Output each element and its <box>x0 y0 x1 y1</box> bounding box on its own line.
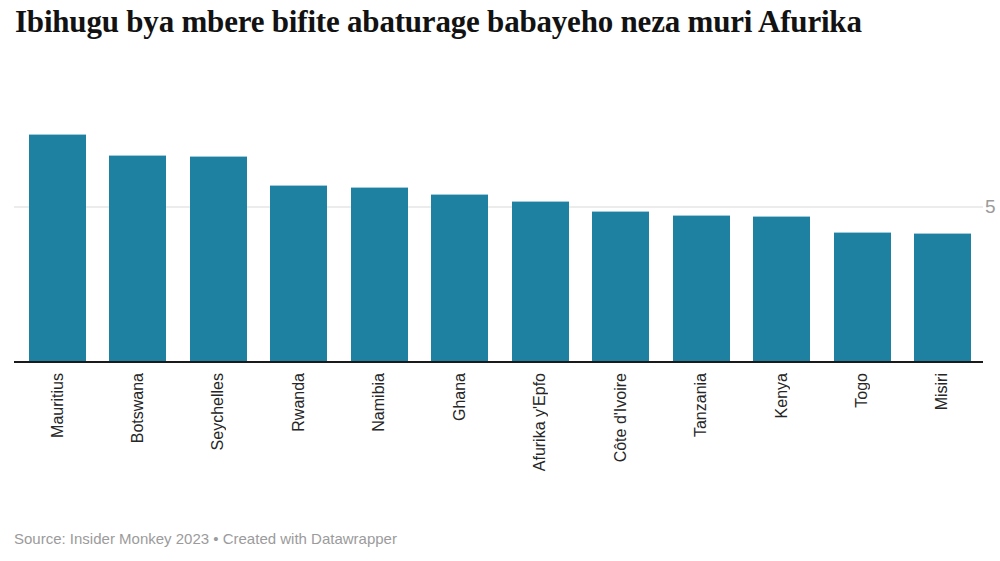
source-note: Source: Insider Monkey 2023 • Created wi… <box>14 529 397 548</box>
y-axis-tick-label: 5 <box>985 197 996 216</box>
x-label-tanzania: Tanzania <box>691 373 711 437</box>
bar-seychelles[interactable] <box>190 156 247 362</box>
bar-kenya[interactable] <box>753 216 810 362</box>
x-label-kenya: Kenya <box>772 373 792 418</box>
bar-misiri[interactable] <box>914 233 971 362</box>
x-label-namibia: Namibia <box>369 373 389 432</box>
bar-mauritius[interactable] <box>29 134 86 362</box>
x-label-togo: Togo <box>852 373 872 408</box>
x-axis-line <box>14 361 983 363</box>
x-label-c-te-d-ivoire: Côte d'Ivoire <box>611 373 631 462</box>
bar-rwanda[interactable] <box>270 185 327 362</box>
bar-ghana[interactable] <box>431 194 488 362</box>
bar-botswana[interactable] <box>109 155 166 362</box>
bar-afurika-y-epfo[interactable] <box>512 201 569 362</box>
plot-area: 5 Mauritius Botswana Seychelles Rwanda Namib… <box>0 0 1000 561</box>
bar-c-te-d-ivoire[interactable] <box>592 211 649 362</box>
bar-togo[interactable] <box>834 232 891 362</box>
x-label-misiri: Misiri <box>932 373 952 410</box>
chart-page: Ibihugu bya mbere bifite abaturage babay… <box>0 0 1000 561</box>
x-label-rwanda: Rwanda <box>289 373 309 432</box>
x-label-mauritius: Mauritius <box>48 373 68 438</box>
x-label-botswana: Botswana <box>128 373 148 443</box>
bar-tanzania[interactable] <box>673 215 730 362</box>
x-label-afurika-y-epfo: Afurika y'Epfo <box>530 373 550 471</box>
bar-namibia[interactable] <box>351 187 408 362</box>
x-label-seychelles: Seychelles <box>208 373 228 450</box>
x-label-ghana: Ghana <box>450 373 470 421</box>
